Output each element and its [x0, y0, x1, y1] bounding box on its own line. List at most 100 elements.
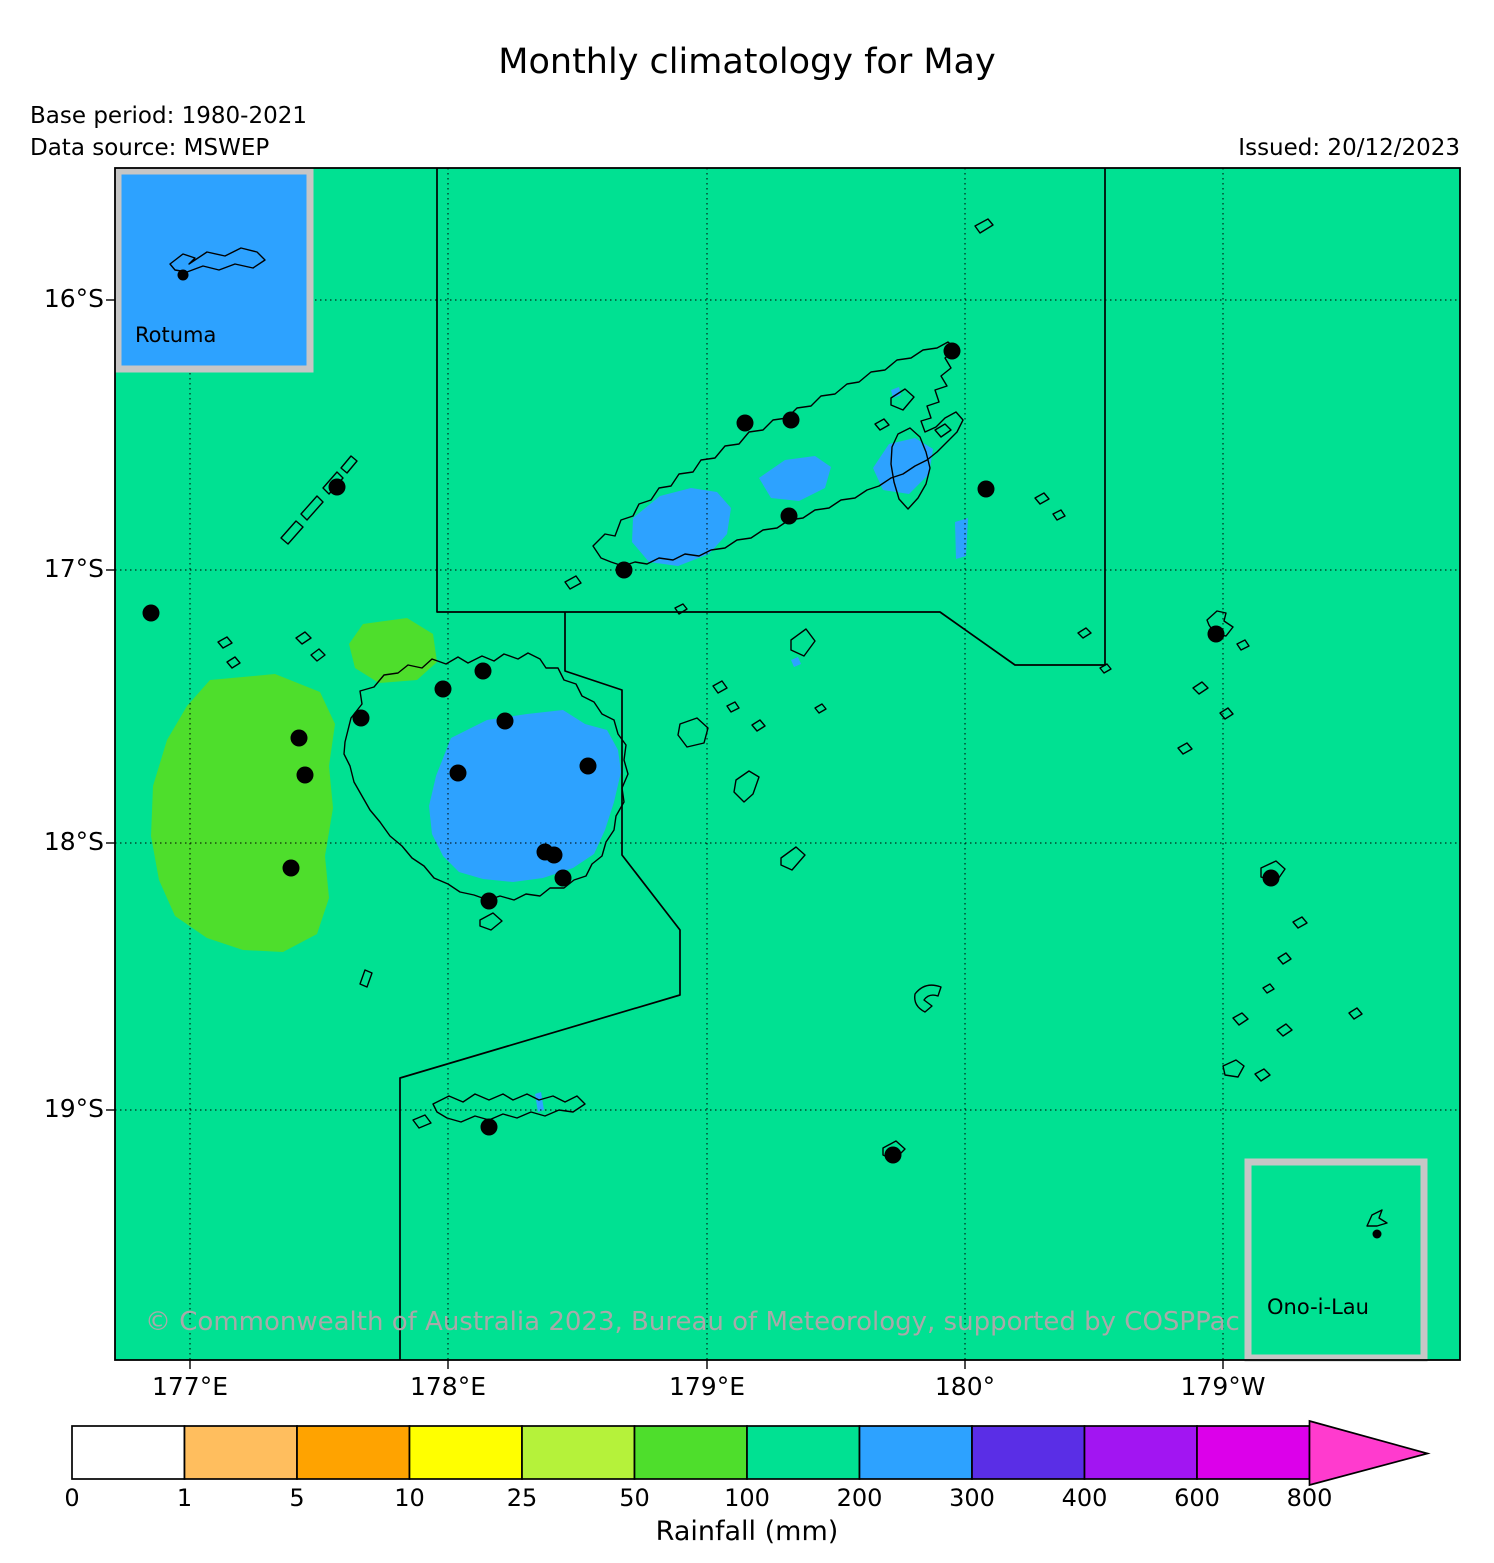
climatology-map: Rotuma Ono-i-Lau © Commonwealth of Austr… [106, 167, 1461, 1369]
station-dot [290, 729, 308, 747]
small-island [1192, 681, 1209, 695]
small-island [479, 912, 503, 931]
colorbar-tick-label: 25 [506, 1484, 538, 1512]
small-island [1236, 639, 1250, 651]
colorbar-segment [408, 1425, 523, 1480]
small-island [914, 984, 942, 1013]
small-island [1276, 1023, 1293, 1037]
inset-rotuma: Rotuma [114, 167, 314, 373]
division-boundary [399, 612, 681, 1360]
small-island [890, 388, 915, 411]
colorbar-axis-label: Rainfall (mm) [655, 1516, 839, 1547]
issued-date-text: Issued: 20/12/2023 [1238, 135, 1460, 161]
station-dot [352, 709, 370, 727]
small-island [780, 846, 806, 871]
station-dot [1207, 625, 1225, 643]
station-dot [480, 892, 498, 910]
rain-patch-200-300 [632, 488, 731, 566]
station-dot [480, 1118, 498, 1136]
lon-label: 179°W [1180, 1372, 1266, 1401]
colorbar-segment [521, 1425, 636, 1480]
small-island [564, 575, 582, 590]
small-island [1222, 1059, 1245, 1078]
inset-ono-i-lau: Ono-i-Lau [1244, 1158, 1428, 1362]
colorbar-segment [1083, 1425, 1198, 1480]
small-island [726, 701, 740, 713]
lon-label: 180° [934, 1372, 996, 1401]
lon-label: 177°E [151, 1372, 228, 1401]
colorbar-segment [71, 1425, 186, 1480]
small-island [295, 631, 312, 645]
rain-patch-200-300 [429, 710, 621, 882]
station-dot [780, 507, 798, 525]
colorbar-tick-label: 10 [394, 1484, 425, 1512]
small-island [751, 719, 766, 732]
station-dot [282, 859, 300, 877]
rain-patch-200-300 [759, 456, 831, 501]
rain-patch-50-100 [151, 674, 335, 952]
small-island [733, 770, 760, 803]
lon-label: 179°E [668, 1372, 745, 1401]
colorbar-overflow-arrow [1308, 1419, 1431, 1487]
station-dot [884, 1146, 902, 1164]
inset-rotuma-label: Rotuma [135, 323, 216, 347]
colorbar-tick-label: 200 [836, 1484, 883, 1512]
colorbar-segment [183, 1425, 298, 1480]
small-island [1292, 916, 1308, 929]
lat-label: 18°S [43, 827, 104, 856]
rain-patch-200-300 [955, 518, 968, 559]
division-boundary [436, 168, 1106, 666]
station-dot [142, 604, 160, 622]
colorbar-tick-label: 400 [1061, 1484, 1108, 1512]
station-dot [545, 846, 563, 864]
rotuma-station-dot [177, 269, 189, 281]
colorbar-segment [858, 1425, 973, 1480]
colorbar: 0 1 5 10 25 50 100 200 300 400 600 800 Rainfall (mm… [0, 1418, 1494, 1563]
small-island [874, 418, 890, 431]
rotuma-island-outline [169, 247, 266, 273]
vanua-levu-outline [592, 341, 964, 567]
station-dot [977, 480, 995, 498]
small-island [359, 969, 373, 988]
station-dot [579, 757, 597, 775]
map-background [115, 168, 1460, 1360]
lat-label: 17°S [43, 554, 104, 583]
small-island [1260, 860, 1286, 883]
page-title: Monthly climatology for May [498, 42, 996, 82]
viti-levu-outline [343, 652, 629, 901]
small-island [1277, 952, 1292, 965]
small-island [300, 495, 324, 521]
small-island [412, 1114, 432, 1129]
rain-patch-200-300 [791, 657, 801, 667]
station-dot [328, 478, 346, 496]
colorbar-segment [971, 1425, 1086, 1480]
kadavu-outline [432, 1093, 586, 1123]
map-border [114, 167, 1461, 1361]
small-island [310, 648, 326, 662]
colorbar-segment [633, 1425, 748, 1480]
map-canvas: Rotuma Ono-i-Lau © Commonwealth of Austr… [106, 167, 1461, 1369]
colorbar-tick-label: 5 [289, 1484, 305, 1512]
station-dot [296, 766, 314, 784]
small-island [1348, 1007, 1363, 1020]
station-dot [1262, 869, 1280, 887]
station-dot [434, 680, 452, 698]
station-markers [142, 342, 1280, 1164]
lon-label: 178°E [409, 1372, 486, 1401]
colorbar-tick-label: 0 [64, 1484, 80, 1512]
gridlines [106, 168, 1460, 1369]
colorbar-tick-label: 1 [176, 1484, 193, 1512]
copyright-text: © Commonwealth of Australia 2023, Bureau… [145, 1307, 1240, 1337]
colorbar-segment [296, 1425, 411, 1480]
small-island [1177, 742, 1193, 755]
small-island [226, 656, 241, 669]
small-island [712, 680, 728, 694]
station-dot [943, 342, 961, 360]
small-island [340, 455, 358, 474]
station-dot [496, 712, 514, 730]
inset-ono-box [1244, 1158, 1428, 1362]
station-dot [615, 561, 633, 579]
small-island [1077, 627, 1092, 639]
colorbar-tick-label: 300 [949, 1484, 995, 1512]
small-island [934, 423, 952, 438]
